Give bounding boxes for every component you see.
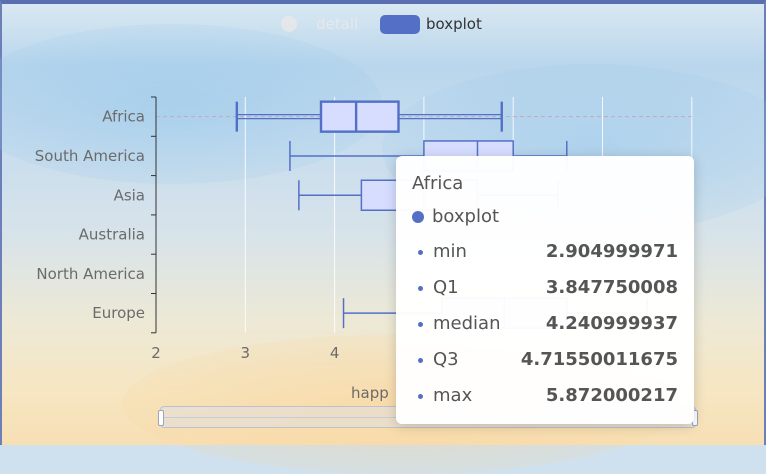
tooltip-series: boxplot [412,200,678,234]
tooltip-row-label: median [433,313,501,334]
x-axis: 2 3 4 happ [151,344,389,402]
legend-label-boxplot: boxplot [426,15,482,33]
tooltip-row: Q1 3.847750008 [412,270,678,306]
tooltip-row: median 4.240999937 [412,306,678,342]
tooltip-row-label: max [433,385,473,406]
x-tick-label: 3 [241,344,251,362]
legend: detail boxplot [281,15,482,34]
tooltip-row-value: 5.872000217 [545,385,678,406]
bullet-icon [418,321,423,327]
x-axis-label: happ [351,384,389,402]
tooltip-row-value: 3.847750008 [545,277,678,298]
box-iqr [319,100,400,133]
tooltip-row: max 5.872000217 [412,378,678,414]
tooltip-row-label: min [433,241,467,262]
x-tick-label: 2 [151,344,161,362]
tooltip-row-label: Q3 [433,349,459,370]
tooltip-row: Q3 4.71550011675 [412,342,678,378]
tooltip-series-name: boxplot [432,206,500,227]
x-tick-label: 4 [330,344,340,362]
y-tick-label: Asia [114,186,145,204]
tooltip-row-value: 4.71550011675 [520,349,678,370]
legend-marker-boxplot [380,15,420,34]
legend-label-detail: detail [316,15,358,33]
tooltip-row-label: Q1 [433,277,459,298]
y-tick-label: Africa [102,108,145,126]
y-tick-label: South America [35,147,145,165]
series-color-dot [412,211,424,223]
y-tick-label: Europe [92,304,145,322]
legend-item-detail[interactable]: detail [281,15,358,33]
y-tick-label: North America [36,265,145,283]
tooltip-row-value: 2.904999971 [545,241,678,262]
tooltip-row: min 2.904999971 [412,234,678,270]
background-cloud [0,24,382,184]
legend-marker-detail [281,16,297,32]
bullet-icon [418,249,423,255]
slider-handle-left[interactable] [158,410,164,426]
legend-item-boxplot[interactable]: boxplot [380,15,482,34]
tooltip-row-value: 4.240999937 [545,313,678,334]
bullet-icon [418,393,423,399]
y-axis: Africa South America Asia Australia North Am… [35,96,157,334]
tooltip: Africa boxplot min 2.904999971 Q1 3.8477… [396,156,694,424]
tooltip-title: Africa [412,173,464,194]
tooltip-rows: min 2.904999971 Q1 3.847750008 median 4.… [412,234,678,414]
y-tick-label: Australia [79,226,145,244]
bullet-icon [418,285,423,291]
bullet-icon [418,357,423,363]
boxplot-item[interactable] [235,100,503,133]
